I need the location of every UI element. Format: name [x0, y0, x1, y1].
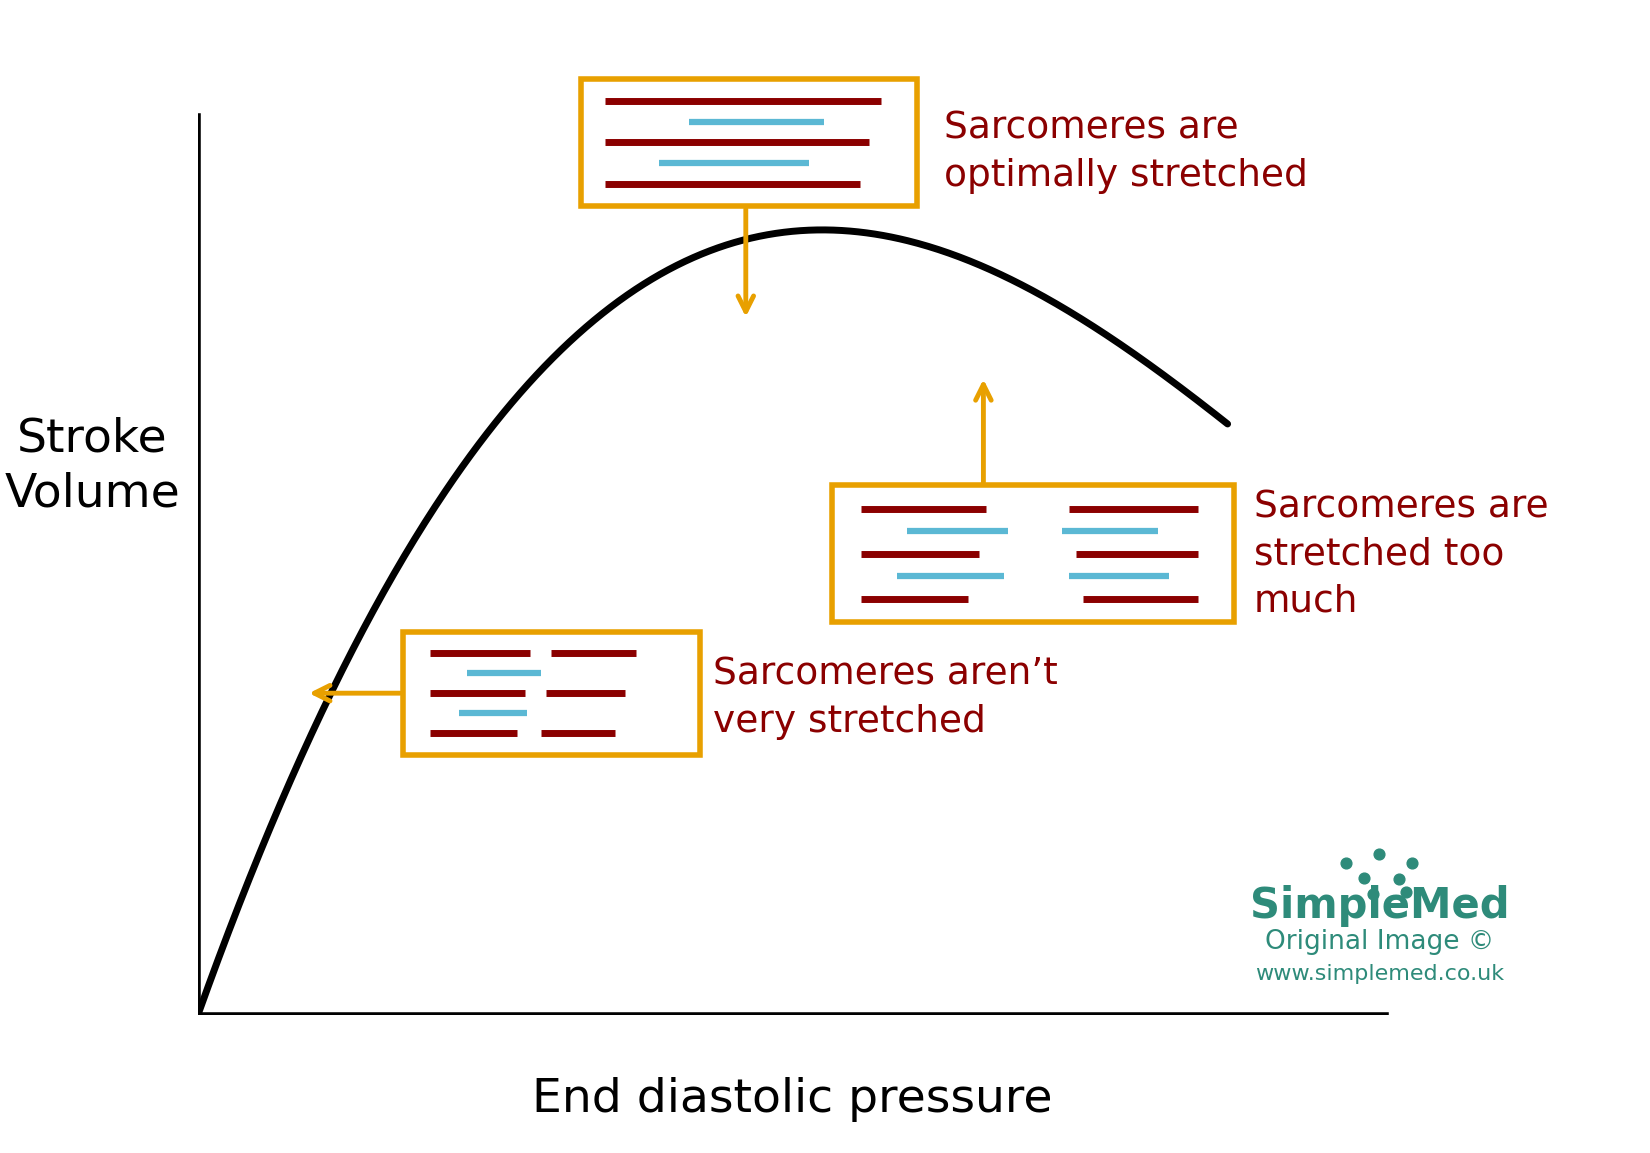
Text: Sarcomeres are
optimally stretched: Sarcomeres are optimally stretched: [944, 111, 1308, 194]
Point: [1360, 884, 1386, 903]
Text: Original Image ©: Original Image ©: [1266, 929, 1493, 955]
Point: [1350, 868, 1376, 887]
FancyBboxPatch shape: [403, 632, 700, 755]
FancyBboxPatch shape: [832, 485, 1234, 623]
Point: [1386, 871, 1412, 889]
Text: SimpleMed: SimpleMed: [1249, 884, 1510, 927]
Text: www.simplemed.co.uk: www.simplemed.co.uk: [1256, 964, 1503, 984]
Text: Stroke
Volume: Stroke Volume: [5, 416, 180, 517]
Text: Sarcomeres aren’t
very stretched: Sarcomeres aren’t very stretched: [713, 656, 1058, 739]
FancyBboxPatch shape: [581, 78, 917, 206]
Text: Sarcomeres are
stretched too
much: Sarcomeres are stretched too much: [1254, 489, 1549, 619]
Point: [1393, 882, 1419, 900]
Text: End diastolic pressure: End diastolic pressure: [531, 1077, 1053, 1122]
Point: [1333, 854, 1360, 873]
Point: [1366, 845, 1393, 864]
Point: [1399, 854, 1426, 873]
